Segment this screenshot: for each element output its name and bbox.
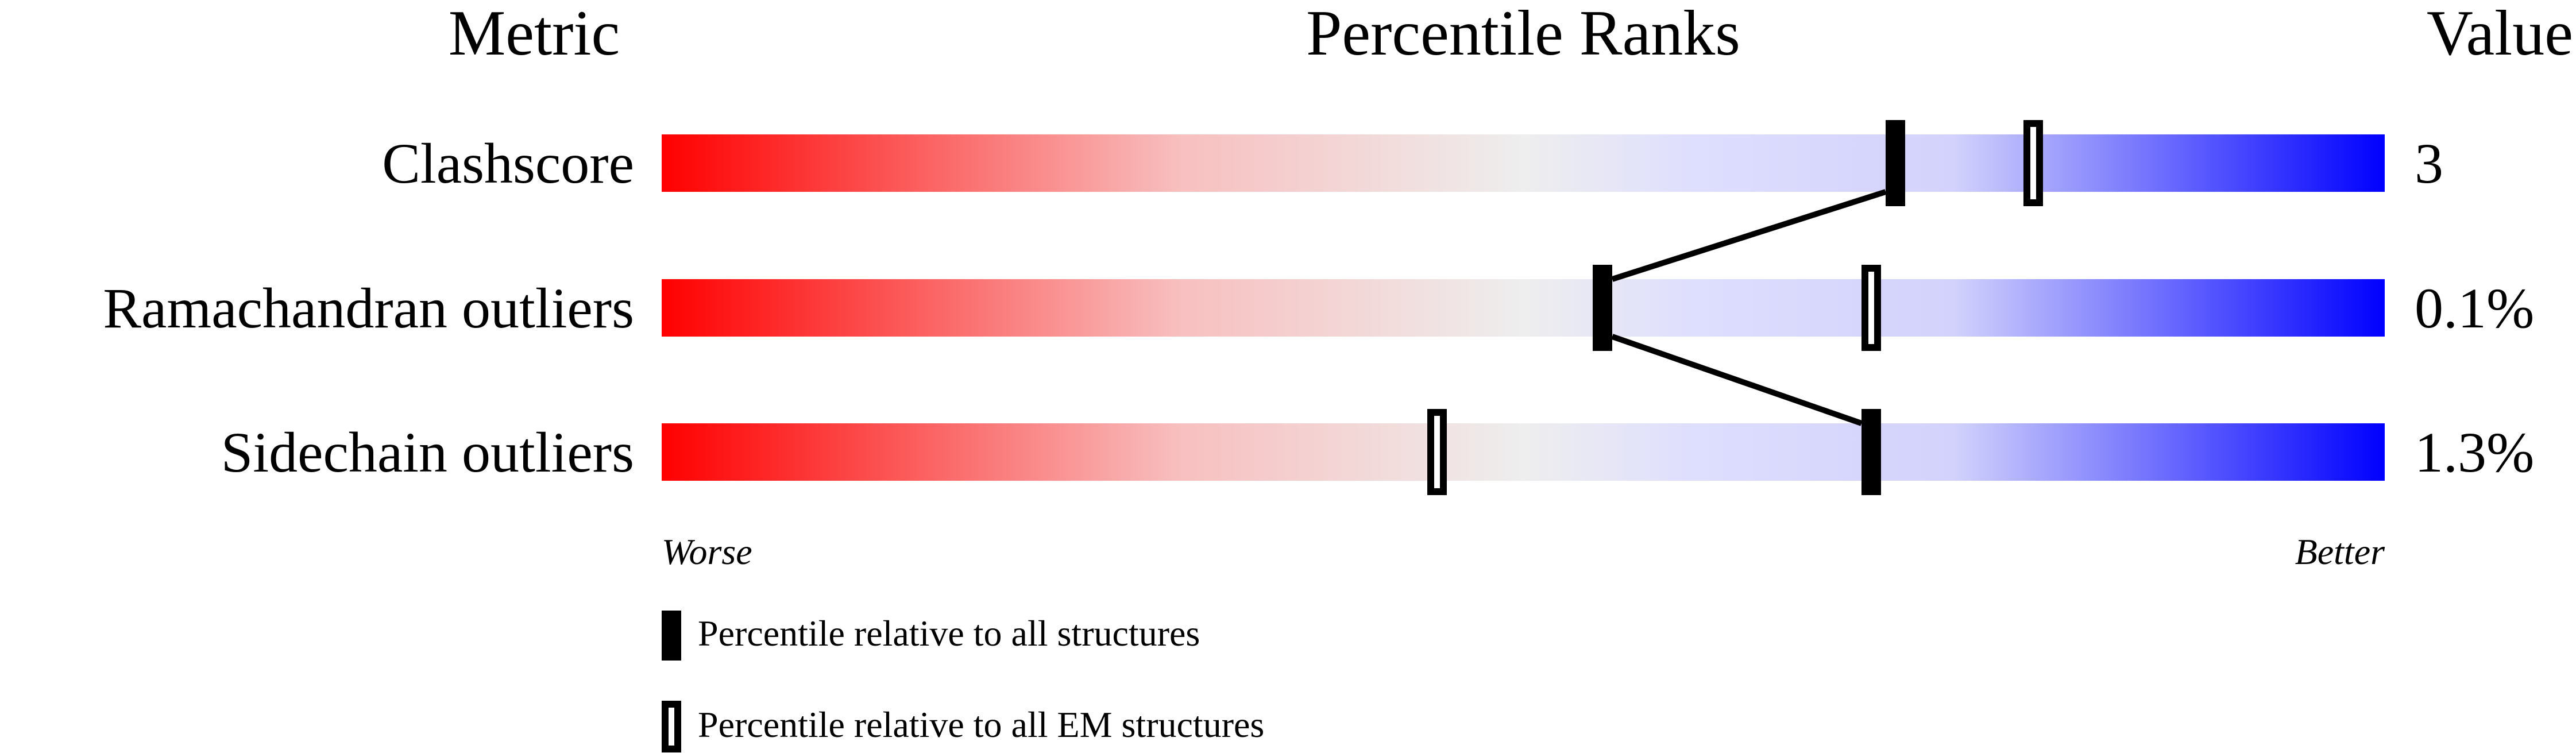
percentile-bar <box>662 423 2385 481</box>
legend-open-marker <box>662 701 681 752</box>
metric-value: 1.3% <box>2415 420 2534 484</box>
connector-line <box>1611 189 1887 282</box>
all-percentile-marker <box>1886 120 1905 206</box>
percentile-bar <box>662 134 2385 192</box>
em-percentile-marker <box>1861 265 1881 351</box>
percentile-bar <box>662 279 2385 337</box>
legend-filled-marker <box>662 611 681 661</box>
connector-line <box>1611 334 1863 426</box>
metric-value: 0.1% <box>2415 276 2534 340</box>
all-percentile-marker <box>1593 265 1612 351</box>
metric-label: Clashscore <box>382 132 634 195</box>
metric-label: Sidechain outliers <box>221 420 634 484</box>
metric-label: Ramachandran outliers <box>103 276 634 340</box>
axis-worse-label: Worse <box>662 531 752 572</box>
axis-better-label: Better <box>2295 531 2385 572</box>
metric-value: 3 <box>2415 132 2443 195</box>
legend-em-structures: Percentile relative to all EM structures <box>698 704 1264 745</box>
all-percentile-marker <box>1861 409 1881 495</box>
header-metric: Metric <box>449 0 620 69</box>
legend-all-structures: Percentile relative to all structures <box>698 613 1200 654</box>
header-value: Value <box>2427 0 2573 69</box>
em-percentile-marker <box>2023 120 2043 206</box>
header-percentile-ranks: Percentile Ranks <box>1306 0 1740 69</box>
em-percentile-marker <box>1427 409 1447 495</box>
